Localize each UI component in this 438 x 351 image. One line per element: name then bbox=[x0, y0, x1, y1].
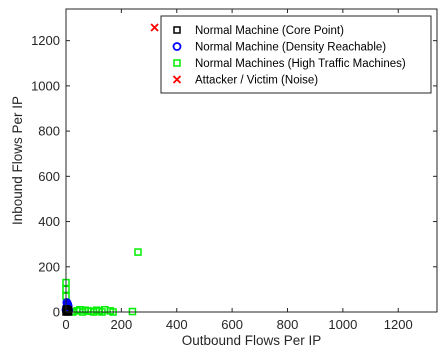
legend-entry-label: Normal Machines (High Traffic Machines) bbox=[195, 58, 406, 70]
x-tick-label: 600 bbox=[221, 317, 243, 332]
legend-marker bbox=[173, 59, 181, 67]
y-tick-label: 1200 bbox=[31, 33, 60, 48]
legend-marker bbox=[173, 26, 181, 34]
legend-marker bbox=[172, 42, 182, 51]
y-tick-label: 600 bbox=[38, 169, 60, 184]
series-2 bbox=[62, 248, 142, 316]
legend-box bbox=[160, 15, 432, 94]
legend-marker bbox=[172, 75, 182, 84]
x-tick-label: 800 bbox=[277, 317, 299, 332]
y-axis-ticks: 0 200 400 600 800 1000 1200 bbox=[31, 33, 437, 320]
data-point bbox=[150, 23, 159, 32]
data-point bbox=[64, 306, 73, 314]
y-tick-label: 400 bbox=[38, 214, 60, 229]
x-axis-ticks: 0 200 400 600 800 1000 1200 bbox=[62, 9, 413, 332]
x-axis-label: Outbound Flows Per IP bbox=[182, 333, 322, 348]
x-tick-label: 400 bbox=[166, 317, 188, 332]
legend-entry-label: Attacker / Victim (Noise) bbox=[195, 75, 318, 87]
x-tick-label: 1000 bbox=[328, 317, 357, 332]
x-tick-label: 0 bbox=[62, 317, 69, 332]
y-tick-label: 200 bbox=[38, 259, 60, 274]
x-tick-label: 1200 bbox=[384, 317, 413, 332]
plot-area-frame bbox=[65, 8, 438, 313]
y-tick-label: 0 bbox=[53, 305, 60, 320]
y-axis-label: Inbound Flows Per IP bbox=[10, 96, 25, 225]
y-tick-label: 800 bbox=[38, 124, 60, 139]
y-tick-label: 1000 bbox=[31, 78, 60, 93]
data-point bbox=[134, 248, 142, 256]
legend-entry-label: Normal Machine (Core Point) bbox=[195, 25, 344, 37]
x-tick-label: 200 bbox=[111, 317, 133, 332]
legend: Normal Machine (Core Point) Normal Machin… bbox=[160, 15, 432, 94]
data-marks bbox=[61, 23, 159, 316]
legend-entry-label: Normal Machine (Density Reachable) bbox=[195, 42, 386, 54]
series-3 bbox=[150, 23, 159, 32]
